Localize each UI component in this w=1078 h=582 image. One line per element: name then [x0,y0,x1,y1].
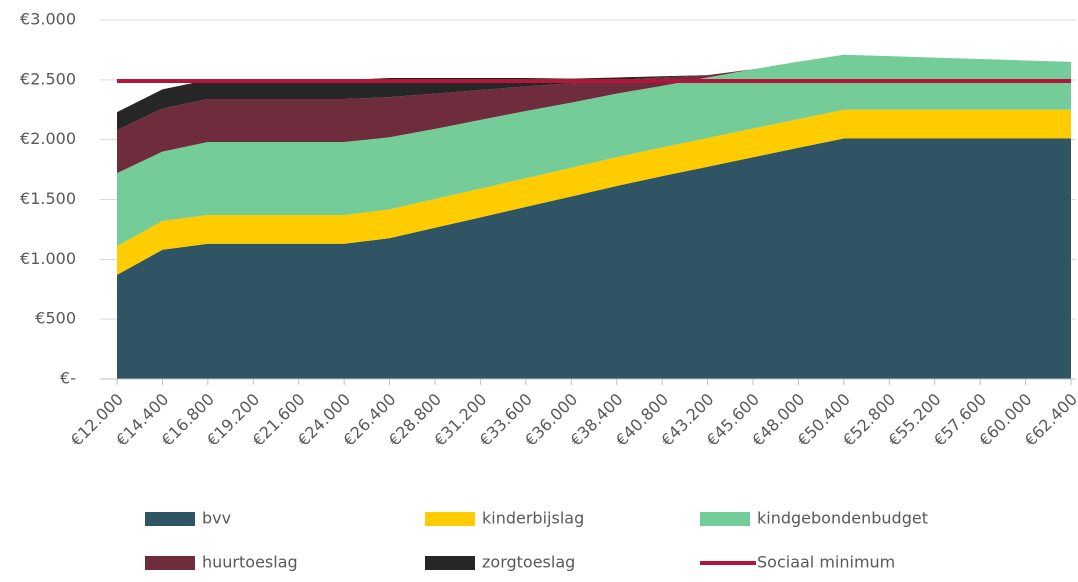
legend-label: Sociaal minimum [757,553,895,572]
y-tick-label: €500 [35,309,76,328]
area [117,54,1071,247]
y-tick-label: €2.000 [20,129,76,148]
area [117,138,1071,379]
area [117,54,1071,174]
legend-label: bvv [202,509,231,528]
y-tick-label: €3.000 [20,10,76,29]
legend-label: kinderbijslag [482,509,584,528]
legend-swatch [425,512,475,526]
legend-swatch [145,556,195,570]
legend-swatch [700,512,750,526]
y-tick-label: €2.500 [20,69,76,88]
legend-swatch [425,556,475,570]
y-tick-label: €1.000 [20,249,76,268]
legend-label: zorgtoeslag [482,553,575,572]
area [117,109,1071,275]
area [117,54,1071,131]
legend-swatch [145,512,195,526]
legend-label: huurtoeslag [202,553,298,572]
y-tick-label: €- [60,369,76,388]
y-tick-label: €1.500 [20,189,76,208]
legend-label: kindgebondenbudget [757,509,928,528]
